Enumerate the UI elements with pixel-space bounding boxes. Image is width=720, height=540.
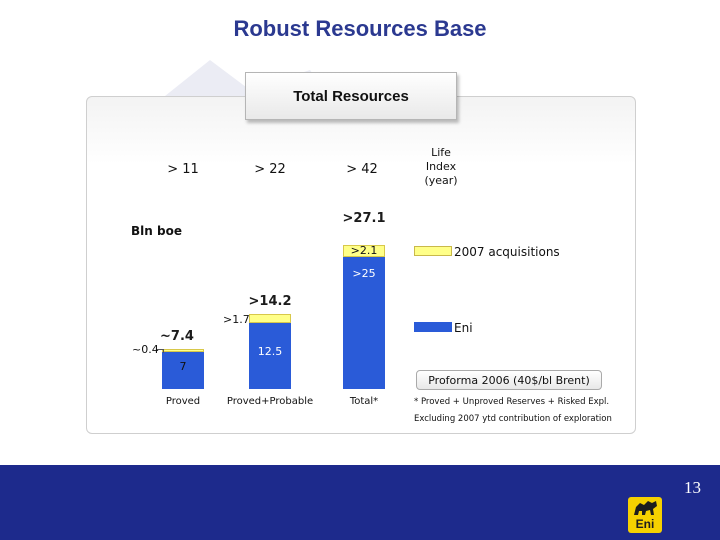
acquisition-leader-line: [163, 348, 164, 353]
footer-band: [0, 465, 720, 540]
life-index-header-line-1: Life: [431, 146, 451, 159]
bar-eni-total: [343, 256, 385, 389]
eni-logo: Eni: [628, 497, 662, 533]
legend-label-acquisitions: 2007 acquisitions: [454, 245, 560, 259]
value-label-eni-proved: 7: [179, 359, 187, 373]
bar-acquisitions-proved: [162, 348, 204, 352]
category-label-total: Total*: [349, 396, 379, 407]
value-label-acquisitions-proved: ~0.4: [132, 342, 159, 356]
value-label-acquisitions-proved-probable: >1.7: [223, 312, 250, 326]
total-label-total: >27.1: [342, 211, 386, 227]
bar-acquisitions-proved-probable: [249, 313, 291, 323]
page-title: Robust Resources Base: [233, 16, 487, 41]
eni-six-legged-dog-icon: [634, 501, 657, 515]
total-label-proved: ~7.4: [160, 328, 194, 344]
value-label-eni-total: >25: [352, 266, 376, 280]
life-index-proved-probable: > 22: [254, 162, 286, 177]
acquisition-leader-line-horizontal: [156, 348, 164, 350]
value-label-acquisitions-total: >2.1: [350, 244, 378, 258]
total-label-proved-probable: >14.2: [248, 293, 292, 309]
proforma-note: Proforma 2006 (40$/bl Brent): [416, 370, 602, 390]
bar-acquisitions-total: [343, 245, 385, 257]
legend-swatch-eni: [414, 322, 452, 332]
bar-eni-proved: [162, 351, 204, 389]
life-index-header-line-2: Index: [425, 160, 457, 173]
footnote-exploration: Excluding 2007 ytd contribution of explo…: [414, 414, 612, 424]
life-index-header-line-3: (year): [424, 174, 458, 187]
logo-text: Eni: [635, 517, 655, 531]
life-index-total: > 42: [346, 162, 378, 177]
life-index-header: Life Index (year): [424, 146, 457, 188]
panel-header: Total Resources: [245, 72, 457, 120]
value-label-eni-proved-probable: 12.5: [257, 344, 283, 358]
footnote-total: * Proved + Unproved Reserves + Risked Ex…: [414, 397, 610, 407]
legend-label-eni: Eni: [454, 321, 473, 335]
category-label-proved-probable: Proved+Probable: [226, 396, 314, 407]
category-label-proved: Proved: [165, 396, 201, 407]
life-index-proved: > 11: [167, 162, 199, 177]
unit-label: Bln boe: [131, 224, 182, 238]
page-number: 13: [684, 478, 701, 497]
bar-eni-proved-probable: [249, 322, 291, 389]
legend-swatch-acquisitions: [414, 246, 452, 256]
